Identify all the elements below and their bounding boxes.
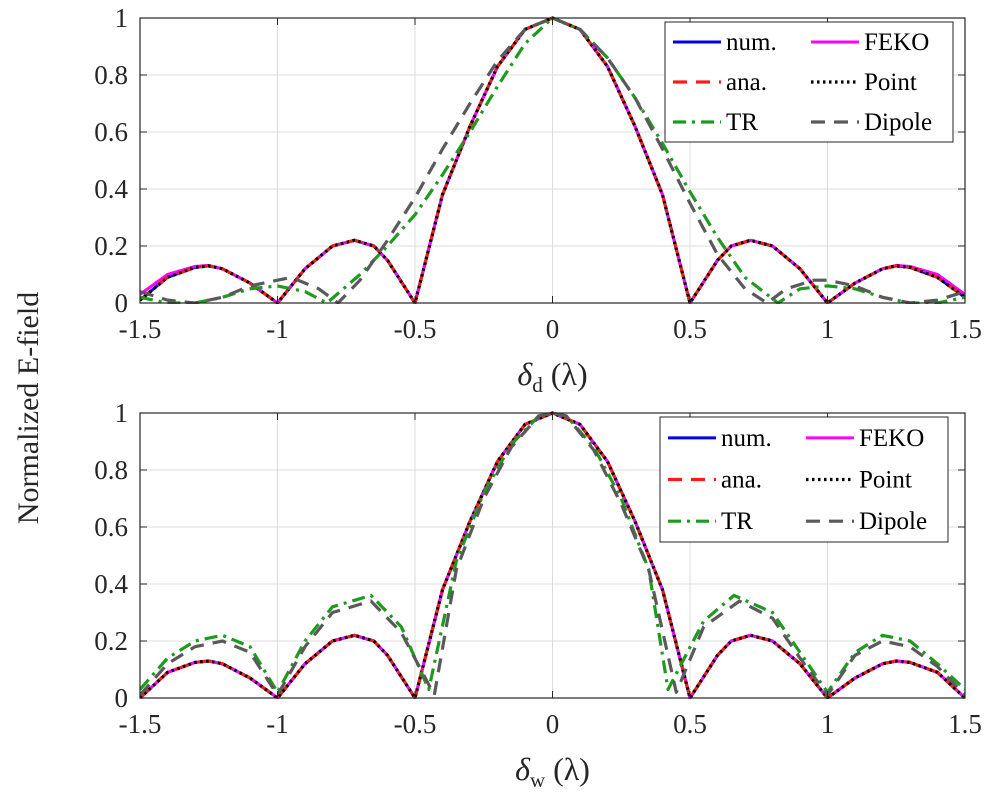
bottom-chart: -1.5 -1 -0.5 0 0.5 1 1.5 0 0.2 0.4 0.6 0.8 1 δw (λ) nu…	[94, 398, 982, 792]
bottom-legend-label-point: Point	[859, 467, 912, 494]
top-x-axis-label: δd (λ)	[517, 356, 587, 397]
top-xtick-label-3: 0	[546, 314, 560, 344]
bottom-legend-label-feko: FEKO	[859, 425, 924, 452]
bottom-x-axis-label: δw (λ)	[515, 751, 590, 792]
bottom-ytick-label-0: 0	[115, 683, 129, 713]
bottom-ytick-label-3: 0.6	[94, 512, 128, 542]
top-legend: num. FEKO ana. Point TR Dipole	[664, 21, 954, 143]
bottom-ytick-label-5: 1	[115, 398, 129, 428]
bottom-legend: num. FEKO ana. Point TR Dipole	[659, 416, 949, 543]
bottom-xtick-label-4: 0.5	[673, 709, 707, 739]
top-xtick-label-2: -0.5	[394, 314, 437, 344]
top-legend-label-num: num.	[726, 29, 777, 56]
top-legend-label-tr: TR	[726, 109, 758, 136]
bottom-legend-label-num: num.	[721, 425, 772, 452]
top-ytick-label-1: 0.2	[94, 231, 128, 261]
top-series-dipole	[140, 16, 965, 304]
top-legend-label-dipole: Dipole	[864, 109, 932, 136]
bottom-xtick-label-1: -1	[266, 709, 289, 739]
bottom-xtick-label-0: -1.5	[119, 709, 162, 739]
bottom-xtick-label-6: 1.5	[948, 709, 982, 739]
top-chart: -1.5 -1 -0.5 0 0.5 1 1.5 0 0.2 0.4 0.6 0.8 1 δd (λ) nu…	[94, 3, 982, 397]
top-ytick-label-2: 0.4	[94, 174, 128, 204]
top-xtick-label-1: -1	[266, 314, 289, 344]
top-series-tr	[140, 16, 965, 304]
bottom-legend-label-tr: TR	[721, 508, 753, 535]
top-ytick-label-3: 0.6	[94, 117, 128, 147]
top-legend-label-feko: FEKO	[864, 29, 929, 56]
bottom-legend-label-dipole: Dipole	[859, 508, 927, 535]
bottom-xtick-label-5: 1	[821, 709, 835, 739]
top-xtick-label-5: 1	[821, 314, 835, 344]
top-ytick-label-4: 0.8	[94, 60, 128, 90]
bottom-legend-label-ana: ana.	[721, 467, 762, 494]
bottom-xtick-label-3: 0	[546, 709, 560, 739]
top-ytick-label-5: 1	[115, 3, 129, 33]
top-xtick-label-4: 0.5	[673, 314, 707, 344]
top-ytick-label-0: 0	[115, 288, 129, 318]
y-axis-label: Normalized E-field	[12, 292, 45, 524]
top-xtick-label-0: -1.5	[119, 314, 162, 344]
top-xtick-label-6: 1.5	[948, 314, 982, 344]
bottom-ytick-label-4: 0.8	[94, 455, 128, 485]
bottom-ytick-label-1: 0.2	[94, 626, 128, 656]
top-legend-label-point: Point	[864, 69, 917, 96]
bottom-xtick-label-2: -0.5	[394, 709, 437, 739]
bottom-ytick-label-2: 0.4	[94, 569, 128, 599]
top-legend-label-ana: ana.	[726, 69, 767, 96]
